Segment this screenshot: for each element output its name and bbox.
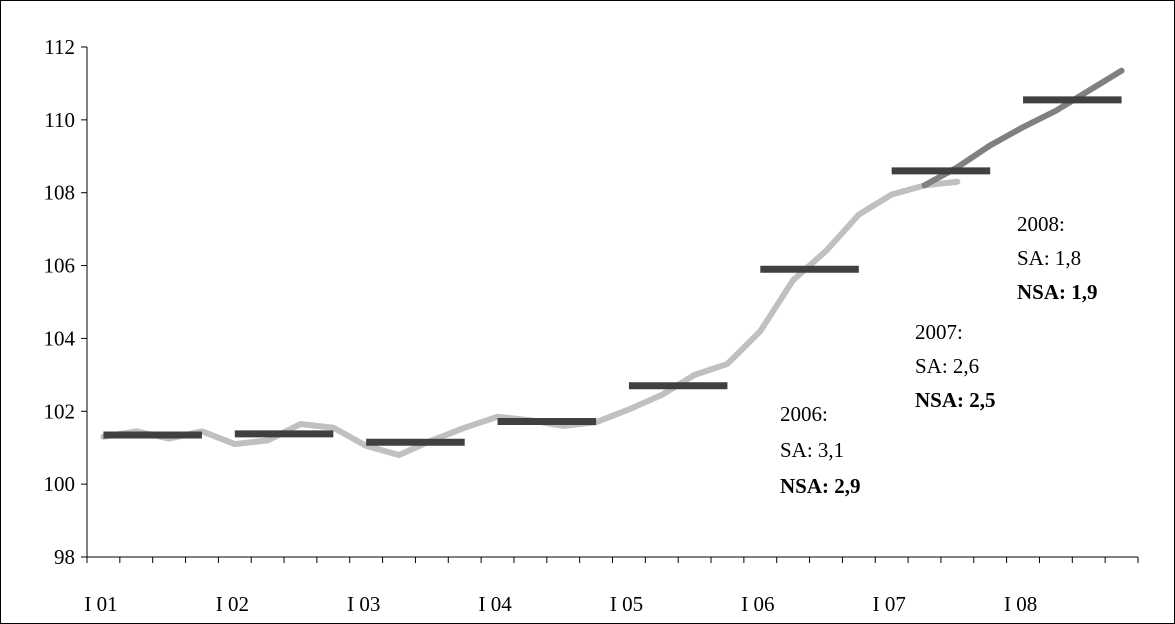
annotation-2006-sa: SA: 3,1 — [780, 438, 844, 462]
x-tick-label-I-02: I 02 — [216, 592, 249, 616]
annotation-2007-sa: SA: 2,6 — [915, 354, 979, 378]
annotation-2006-year: 2006: — [780, 402, 828, 426]
y-tick-label-106: 106 — [44, 254, 76, 278]
annotation-2007-year: 2007: — [915, 320, 963, 344]
y-tick-label-104: 104 — [44, 326, 76, 350]
y-tick-label-100: 100 — [44, 472, 76, 496]
axes: 98 100 102 104 106 108 110 112 I 01 I 02 I 03 I 04 I… — [44, 35, 1139, 616]
series-layer — [100, 67, 1125, 458]
annotations: 2006: SA: 3,1 NSA: 2,9 2007: SA: 2,6 NSA… — [780, 212, 1098, 498]
y-tick-label-112: 112 — [44, 35, 75, 59]
x-tick-label-I-07: I 07 — [873, 592, 906, 616]
annotation-2007-nsa: NSA: 2,5 — [915, 388, 996, 412]
y-tick-label-98: 98 — [54, 545, 75, 569]
x-tick-label-I-04: I 04 — [479, 592, 513, 616]
y-tick-label-110: 110 — [44, 108, 75, 132]
y-tick-label-108: 108 — [44, 181, 76, 205]
x-tick-label-I-06: I 06 — [741, 592, 774, 616]
annotation-2006-nsa: NSA: 2,9 — [780, 474, 861, 498]
x-tick-label-I-05: I 05 — [610, 592, 643, 616]
annotation-2008-nsa: NSA: 1,9 — [1017, 280, 1098, 304]
x-tick-label-I-03: I 03 — [347, 592, 380, 616]
y-tick-label-102: 102 — [44, 399, 76, 423]
x-tick-label-I-08: I 08 — [1004, 592, 1037, 616]
annotation-2008-year: 2008: — [1017, 212, 1065, 236]
series-line-0 — [100, 178, 961, 458]
annotation-2008-sa: SA: 1,8 — [1017, 246, 1081, 270]
series-line-1 — [921, 67, 1125, 189]
x-tick-label-I-01: I 01 — [84, 592, 117, 616]
